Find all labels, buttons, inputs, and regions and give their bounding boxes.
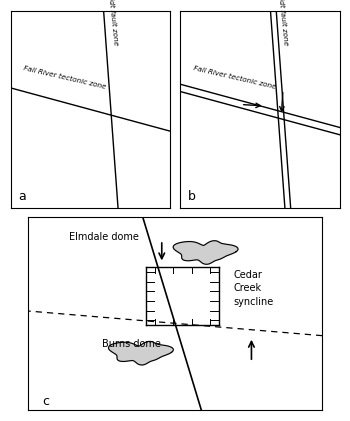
- Text: Fall River tectonic zone: Fall River tectonic zone: [193, 65, 277, 90]
- Polygon shape: [108, 341, 173, 365]
- Text: Elmdale dome: Elmdale dome: [69, 232, 139, 242]
- Text: Humboldt fault zone: Humboldt fault zone: [105, 0, 119, 46]
- Text: Burns dome: Burns dome: [102, 338, 160, 349]
- Text: Fall River tectonic zone: Fall River tectonic zone: [23, 65, 107, 90]
- Text: Cedar
Creek
syncline: Cedar Creek syncline: [234, 270, 274, 306]
- Text: b: b: [188, 190, 196, 203]
- Text: Humboldt fault zone: Humboldt fault zone: [275, 0, 289, 46]
- Text: a: a: [19, 190, 26, 203]
- Text: c: c: [43, 394, 50, 408]
- Polygon shape: [173, 241, 238, 264]
